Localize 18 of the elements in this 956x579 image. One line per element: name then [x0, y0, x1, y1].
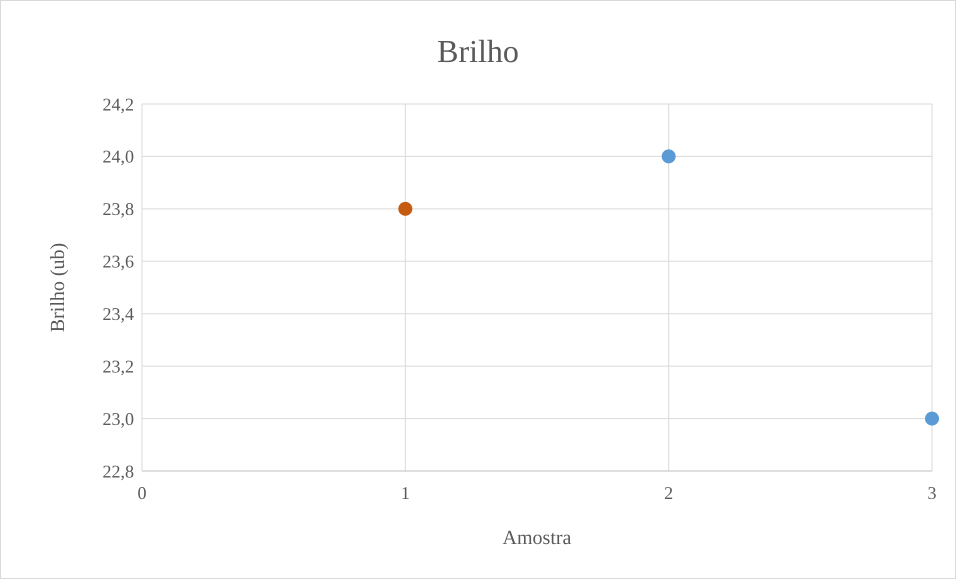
y-tick-label: 23,6 [102, 252, 134, 272]
y-tick-label: 23,4 [102, 304, 134, 324]
x-tick-label: 1 [400, 483, 410, 503]
point [398, 202, 412, 216]
y-axis-title: Brilho (ub) [47, 242, 69, 332]
x-tick-label: 0 [138, 483, 146, 503]
y-tick-label: 23,8 [102, 199, 134, 220]
point [662, 149, 676, 164]
x-tick-label: 3 [928, 483, 936, 503]
x-axis-title: Amostra [502, 527, 572, 549]
y-tick-label: 24,0 [102, 146, 134, 167]
y-tick-label: 24,2 [102, 94, 134, 114]
y-tick-label: 23,0 [102, 408, 134, 429]
x-tick-label: 2 [664, 483, 674, 503]
chart-title: Brilho [437, 33, 519, 69]
point [925, 412, 939, 426]
y-tick-label: 22,8 [102, 461, 134, 482]
y-tick-label: 23,2 [102, 356, 134, 376]
